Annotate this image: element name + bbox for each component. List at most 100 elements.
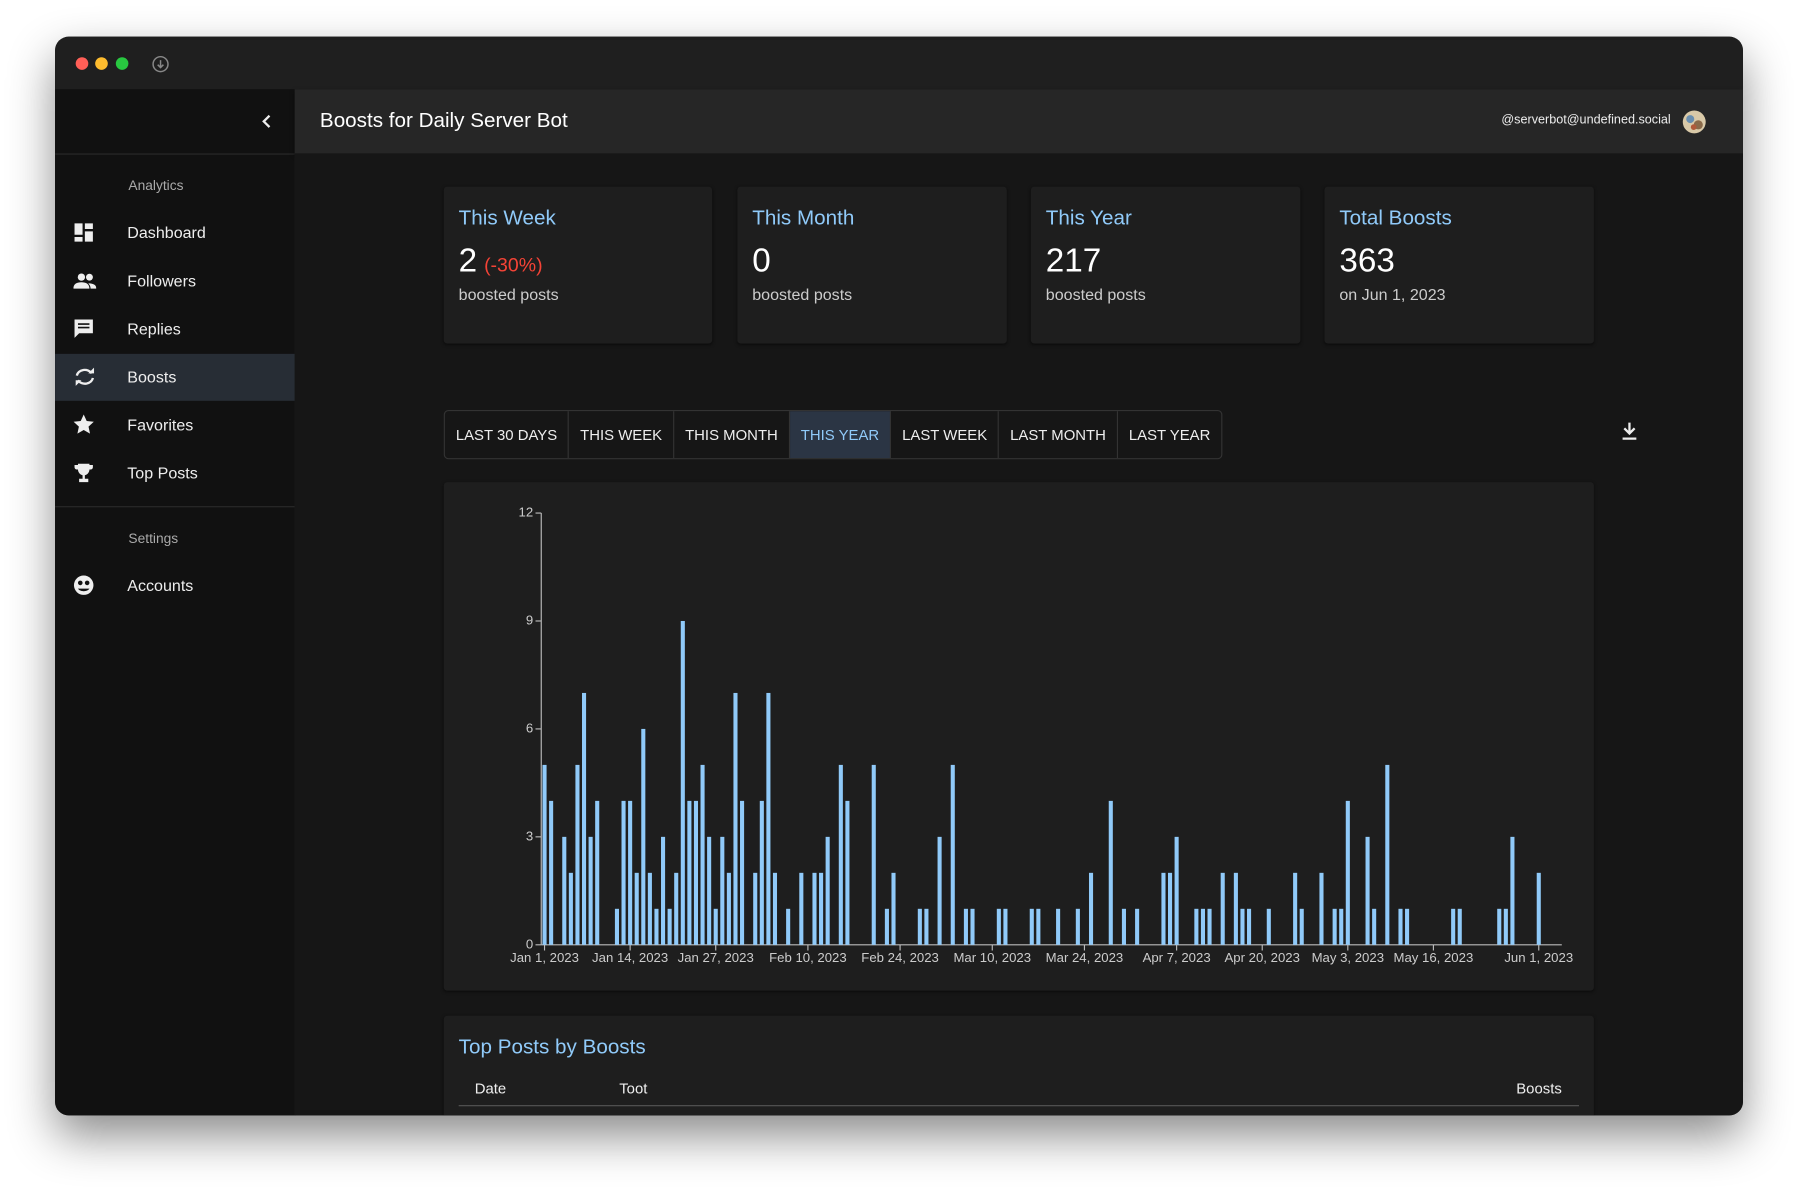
- range-tab[interactable]: LAST 30 DAYS: [445, 411, 570, 459]
- bar: [542, 764, 547, 945]
- x-tick-label: Jan 27, 2023: [678, 950, 754, 965]
- bar: [562, 836, 567, 945]
- collapse-button[interactable]: [259, 112, 275, 130]
- bar: [1075, 908, 1080, 945]
- range-tab[interactable]: LAST WEEK: [891, 411, 1000, 459]
- icon: [73, 575, 94, 595]
- bar: [1339, 908, 1344, 945]
- nav-item[interactable]: Favorites: [55, 402, 295, 449]
- bar: [707, 836, 712, 945]
- bar: [674, 872, 679, 945]
- bar: [1056, 908, 1061, 945]
- bar: [871, 764, 876, 945]
- install-icon[interactable]: [151, 55, 169, 73]
- bar: [924, 908, 929, 945]
- header-rule: [458, 1105, 1580, 1107]
- nav-item[interactable]: Replies: [55, 306, 295, 353]
- bar: [937, 836, 942, 945]
- sidebar-header: [55, 89, 295, 155]
- range-tab[interactable]: LAST YEAR: [1128, 426, 1211, 444]
- close-button[interactable]: [75, 57, 89, 70]
- nav-item[interactable]: Accounts: [55, 562, 295, 609]
- change: (-30%): [484, 254, 543, 276]
- bar: [1299, 908, 1304, 945]
- bar: [1510, 836, 1515, 945]
- nav-label: Replies: [127, 319, 181, 338]
- column-header[interactable]: Boosts: [1516, 1079, 1562, 1098]
- bar: [693, 800, 699, 945]
- section-title: Analytics: [128, 177, 184, 194]
- x-tick-label: Jun 1, 2023: [1504, 950, 1573, 965]
- nav-item[interactable]: Followers: [55, 258, 295, 305]
- title-bar: [55, 36, 1743, 90]
- range-tab[interactable]: LAST MONTH: [999, 411, 1118, 459]
- account-name: @serverbot@undefined.social: [1501, 113, 1671, 128]
- bar: [917, 908, 922, 945]
- bar: [1135, 908, 1140, 945]
- bar: [1174, 836, 1179, 945]
- x-tick-label: Mar 10, 2023: [953, 950, 1031, 965]
- column-header[interactable]: Toot: [619, 1079, 648, 1098]
- value: 2: [458, 242, 478, 280]
- bar: [1332, 908, 1337, 945]
- bar: [641, 728, 646, 945]
- nav-item[interactable]: Top Posts: [55, 450, 295, 497]
- bar: [891, 872, 896, 945]
- bar: [1194, 908, 1199, 945]
- card-value: 217: [1045, 242, 1102, 280]
- icon: [73, 273, 97, 289]
- card-caption: boosted posts: [458, 285, 559, 304]
- range-tab[interactable]: THIS MONTH: [674, 411, 790, 459]
- bar: [654, 908, 659, 945]
- bar: [1161, 872, 1166, 945]
- zoom-button[interactable]: [115, 57, 129, 70]
- bar: [1451, 908, 1456, 945]
- nav-item[interactable]: Boosts: [55, 353, 295, 401]
- bar: [825, 836, 830, 945]
- card-value: 2 (-30%): [459, 243, 543, 281]
- x-tick-label: Jan 1, 2023: [510, 950, 579, 965]
- card-title: This Month: [752, 206, 855, 230]
- bar: [661, 836, 666, 945]
- chart-card: 0 3 6 9 12 Jan 1, 2023 Jan 14, 2023 Jan 27, 202…: [443, 482, 1594, 991]
- bar: [753, 872, 758, 945]
- icon: [74, 223, 93, 242]
- bar: [614, 908, 620, 945]
- stat-card: Total Boosts 363 on Jun 1, 2023: [1324, 186, 1594, 344]
- stat-card: This Week 2 (-30%) boosted posts: [443, 186, 713, 344]
- bar: [1457, 908, 1462, 945]
- download-button[interactable]: [1620, 421, 1638, 442]
- range-tab[interactable]: THIS WEEK: [569, 411, 675, 459]
- bar: [1293, 872, 1298, 945]
- bar: [1220, 872, 1225, 945]
- bar: [713, 908, 718, 945]
- x-tick-label: Apr 7, 2023: [1143, 950, 1211, 965]
- y-tick-label: 3: [526, 828, 533, 843]
- card-caption: boosted posts: [1045, 285, 1146, 304]
- bar: [740, 800, 745, 945]
- bar: [1121, 908, 1126, 945]
- bar: [720, 836, 725, 945]
- bar: [884, 908, 889, 945]
- bar: [1200, 908, 1206, 945]
- card-caption: boosted posts: [752, 285, 853, 304]
- column-header[interactable]: Date: [474, 1079, 507, 1098]
- bar: [1536, 872, 1541, 945]
- bar: [575, 764, 580, 945]
- y-tick-label: 9: [526, 612, 533, 627]
- range-tab[interactable]: THIS YEAR: [789, 411, 892, 459]
- card-title: This Week: [458, 206, 556, 230]
- avatar[interactable]: [1682, 110, 1706, 134]
- nav-item[interactable]: Dashboard: [55, 210, 295, 257]
- card-value: 0: [752, 242, 771, 280]
- nav-label: Top Posts: [127, 463, 198, 483]
- window: Analytics Dashboard Followers Replies Bo…: [55, 36, 1743, 1116]
- bar: [621, 800, 626, 945]
- app-bar: Boosts for Daily Server Bot @serverbot@u…: [294, 89, 1743, 154]
- minimize-button[interactable]: [95, 57, 108, 70]
- page-title: Boosts for Daily Server Bot: [319, 108, 568, 132]
- bar: [733, 692, 738, 945]
- y-tick-label: 0: [526, 936, 533, 951]
- bar: [667, 908, 672, 945]
